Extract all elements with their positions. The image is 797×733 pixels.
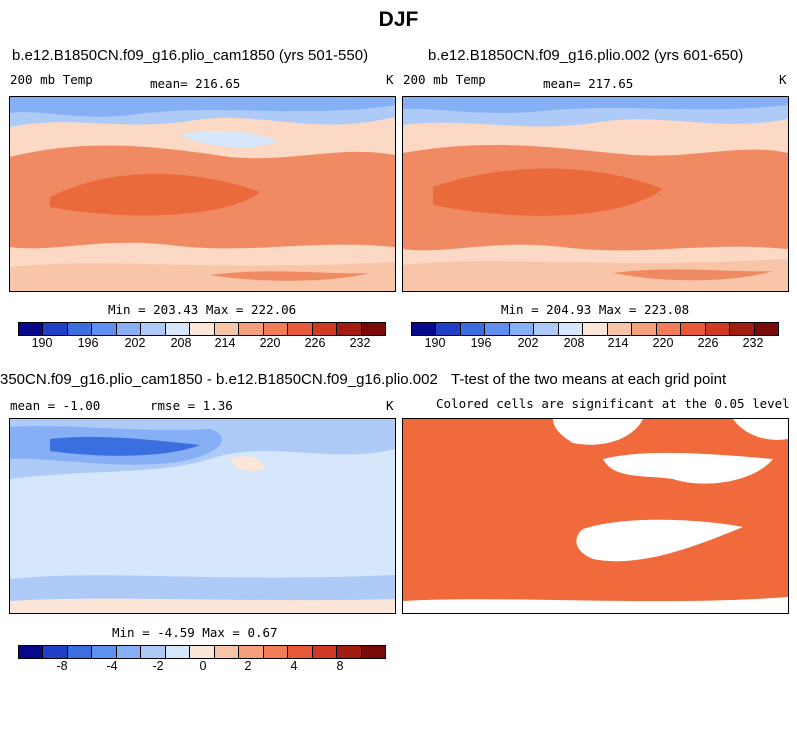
colorbar-cell <box>361 646 386 658</box>
colorbar-cell <box>288 323 313 335</box>
panel4-subtitle: Colored cells are significant at the 0.0… <box>436 396 790 411</box>
panel2-field <box>403 97 788 291</box>
colorbar-cell <box>534 323 559 335</box>
cbar2-tick: 214 <box>607 336 629 350</box>
panel4-title: T-test of the two means at each grid poi… <box>451 371 727 388</box>
colorbar-cell <box>558 323 584 335</box>
colorbar-cell <box>607 323 633 335</box>
cbar1-tick: 220 <box>259 336 281 350</box>
cbar2-tick: 208 <box>563 336 585 350</box>
panel1-field <box>10 97 395 291</box>
panel3-colorbar <box>18 645 386 659</box>
cbar3-tick: 8 <box>336 659 344 673</box>
colorbar-cell <box>43 323 68 335</box>
colorbar-cell <box>656 323 682 335</box>
cbar3-tick: 2 <box>244 659 252 673</box>
panel2-mean: mean= 217.65 <box>543 76 634 91</box>
panel2-title: b.e12.B1850CN.f09_g16.plio.002 (yrs 601-… <box>428 47 744 64</box>
colorbar-cell <box>214 646 240 658</box>
cbar2-tick: 202 <box>517 336 539 350</box>
cbar2-tick: 196 <box>470 336 492 350</box>
panel2-units: K <box>779 72 787 87</box>
colorbar-cell <box>361 323 386 335</box>
panel1-map <box>9 96 396 292</box>
cbar2-tick: 220 <box>652 336 674 350</box>
panel4-field <box>403 419 788 613</box>
panel1-colorbar <box>18 322 386 336</box>
cbar3-tick: -4 <box>106 659 118 673</box>
colorbar-cell <box>19 323 44 335</box>
panel1-mean: mean= 216.65 <box>150 76 241 91</box>
panel3-field <box>10 419 395 613</box>
panel3-minmax: Min = -4.59 Max = 0.67 <box>112 625 278 640</box>
colorbar-cell <box>337 646 362 658</box>
colorbar-cell <box>509 323 535 335</box>
colorbar-cell <box>214 323 240 335</box>
colorbar-cell <box>412 323 437 335</box>
colorbar-cell <box>116 323 142 335</box>
colorbar-cell <box>583 323 608 335</box>
cbar2-tick: 190 <box>424 336 446 350</box>
colorbar-cell <box>312 646 338 658</box>
colorbar-cell <box>288 646 313 658</box>
colorbar-cell <box>754 323 779 335</box>
colorbar-cell <box>681 323 706 335</box>
colorbar-cell <box>190 646 215 658</box>
colorbar-cell <box>436 323 461 335</box>
cbar3-tick: -8 <box>56 659 68 673</box>
panel2-map <box>402 96 789 292</box>
panel1-units: K <box>386 72 394 87</box>
colorbar-cell <box>190 323 215 335</box>
colorbar-cell <box>19 646 44 658</box>
cbar3-tick: 4 <box>290 659 298 673</box>
panel3-mean: mean = -1.00 <box>10 398 101 413</box>
cbar1-tick: 232 <box>349 336 371 350</box>
colorbar-cell <box>165 646 191 658</box>
colorbar-cell <box>337 323 362 335</box>
colorbar-cell <box>92 646 117 658</box>
colorbar-cell <box>632 323 657 335</box>
cbar1-tick: 202 <box>124 336 146 350</box>
cbar1-tick: 208 <box>170 336 192 350</box>
cbar3-tick: 0 <box>199 659 207 673</box>
cbar1-tick: 214 <box>214 336 236 350</box>
colorbar-cell <box>730 323 755 335</box>
panel3-rmse: rmse = 1.36 <box>150 398 233 413</box>
colorbar-cell <box>485 323 510 335</box>
colorbar-cell <box>165 323 191 335</box>
colorbar-cell <box>67 646 93 658</box>
cbar1-tick: 196 <box>77 336 99 350</box>
panel4-map <box>402 418 789 614</box>
cbar2-tick: 226 <box>697 336 719 350</box>
colorbar-cell <box>460 323 486 335</box>
panel3-title: 350CN.f09_g16.plio_cam1850 - b.e12.B1850… <box>0 371 438 388</box>
colorbar-cell <box>312 323 338 335</box>
panel1-minmax: Min = 203.43 Max = 222.06 <box>108 302 297 317</box>
cbar2-tick: 232 <box>742 336 764 350</box>
colorbar-cell <box>116 646 142 658</box>
panel3-units: K <box>386 398 394 413</box>
colorbar-cell <box>141 323 166 335</box>
colorbar-cell <box>263 646 289 658</box>
colorbar-cell <box>92 323 117 335</box>
panel1-left-label: 200 mb Temp <box>10 72 93 87</box>
colorbar-cell <box>705 323 731 335</box>
colorbar-cell <box>67 323 93 335</box>
colorbar-cell <box>239 323 264 335</box>
cbar3-tick: -2 <box>152 659 164 673</box>
panel2-minmax: Min = 204.93 Max = 223.08 <box>501 302 690 317</box>
cbar1-tick: 226 <box>304 336 326 350</box>
panel2-colorbar <box>411 322 779 336</box>
colorbar-cell <box>141 646 166 658</box>
page-title: DJF <box>378 8 419 31</box>
panel3-map <box>9 418 396 614</box>
colorbar-cell <box>263 323 289 335</box>
colorbar-cell <box>43 646 68 658</box>
panel2-left-label: 200 mb Temp <box>403 72 486 87</box>
colorbar-cell <box>239 646 264 658</box>
cbar1-tick: 190 <box>31 336 53 350</box>
panel1-title: b.e12.B1850CN.f09_g16.plio_cam1850 (yrs … <box>12 47 369 64</box>
